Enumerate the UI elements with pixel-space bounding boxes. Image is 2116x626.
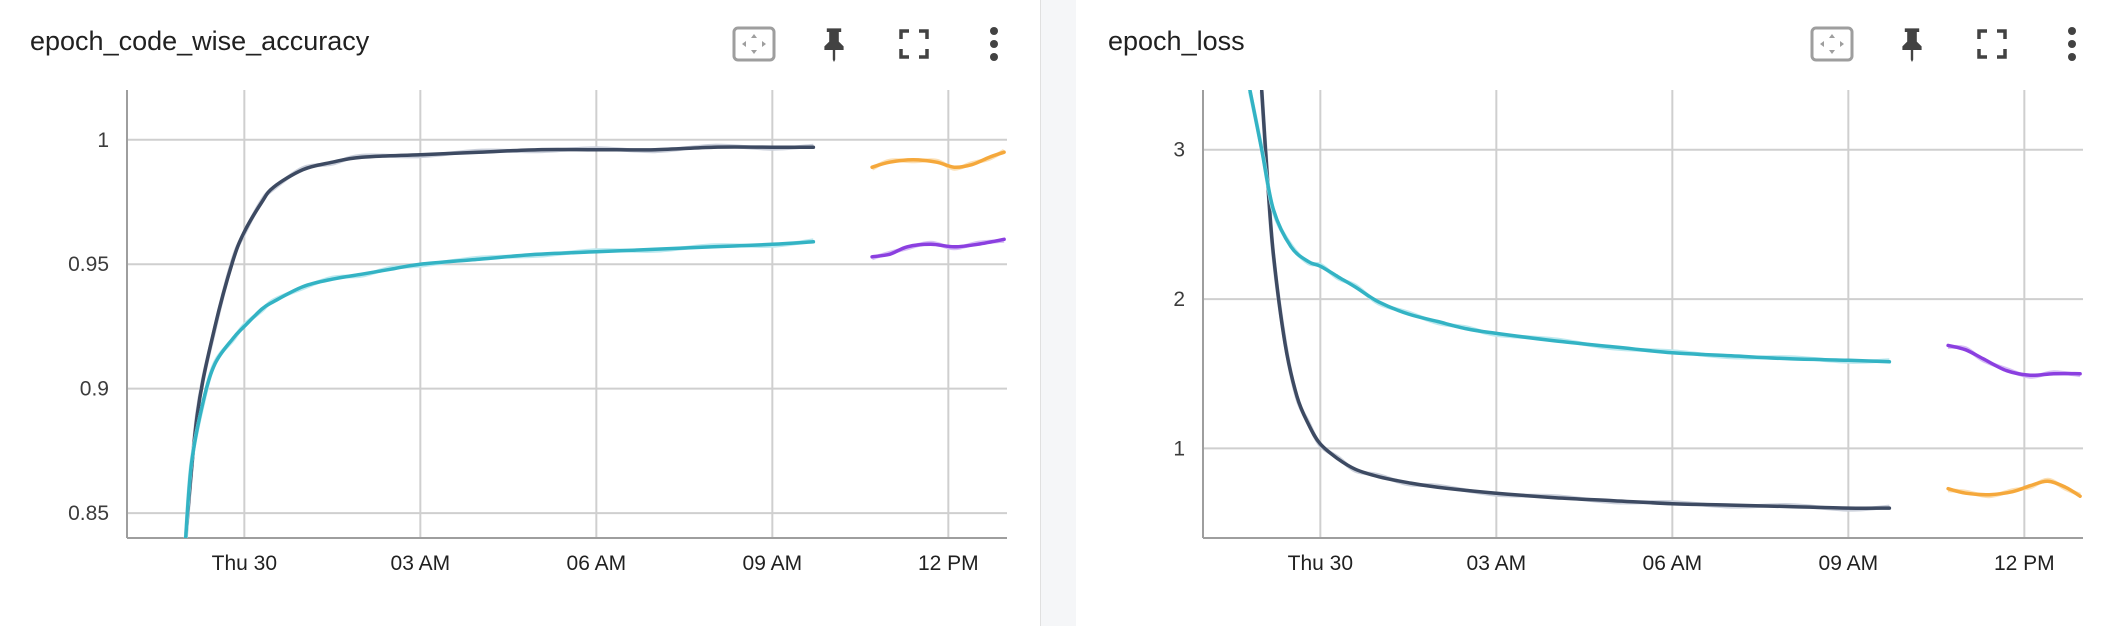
more-options-button[interactable]: [970, 20, 1018, 68]
more-options-button[interactable]: [2048, 20, 2096, 68]
x-tick-label: 06 AM: [567, 552, 627, 575]
series-raw-line: [183, 143, 814, 538]
x-tick-label: Thu 30: [212, 552, 277, 575]
pin-button[interactable]: [810, 20, 858, 68]
series-line-2: [870, 150, 1006, 170]
chart-title: epoch_loss: [1108, 26, 1245, 56]
chart-toolbar: [700, 20, 1018, 68]
chart-card-accuracy: epoch_code_wise_accuracy 0.85 0.9 0.95 1 Thu…: [0, 0, 1040, 626]
chart-card-loss: epoch_loss 1 2 3 Thu 30 03 AM 06 AM 09 AM 12 PM: [1076, 0, 2116, 626]
fit-domain-icon: [732, 26, 776, 62]
x-tick-label: 03 AM: [391, 552, 451, 575]
series-raw-line: [1259, 91, 1890, 512]
x-tick-label: 12 PM: [1994, 552, 2055, 575]
series-line-3: [870, 237, 1006, 259]
y-tick-label: 1: [97, 129, 109, 152]
y-tick-label: 0.85: [68, 502, 109, 525]
y-tick-label: 0.95: [68, 253, 109, 276]
chart-toolbar: [1778, 20, 2096, 68]
fit-domain-button[interactable]: [1808, 20, 1856, 68]
y-tick-label: 2: [1173, 288, 1185, 311]
accuracy-chart: 0.85 0.9 0.95 1 Thu 30 03 AM 06 AM 09 AM 12 PM: [68, 90, 1007, 575]
series-raw-line: [183, 238, 814, 538]
y-tick-label: 0.9: [80, 378, 109, 401]
x-tick-label: 09 AM: [1819, 552, 1879, 575]
series-raw-line: [1247, 91, 1890, 364]
y-tick-label: 3: [1173, 139, 1185, 162]
fullscreen-button[interactable]: [1968, 20, 2016, 68]
y-tick-label: 1: [1173, 437, 1185, 460]
fit-domain-icon: [1810, 26, 1854, 62]
series-line-0: [1259, 90, 1892, 510]
pin-button[interactable]: [1888, 20, 1936, 68]
x-tick-label: 03 AM: [1467, 552, 1527, 575]
series-line-1: [183, 240, 816, 538]
panel-divider: [1040, 0, 1077, 626]
pin-icon: [1902, 28, 1922, 62]
more-vert-icon: [2068, 27, 2076, 61]
x-tick-label: Thu 30: [1288, 552, 1353, 575]
series-line-2: [1946, 479, 2082, 498]
fullscreen-icon: [899, 29, 929, 59]
series-line-0: [183, 145, 816, 538]
x-tick-label: 12 PM: [918, 552, 979, 575]
fullscreen-icon: [1977, 29, 2007, 59]
x-tick-label: 09 AM: [743, 552, 803, 575]
fit-domain-button[interactable]: [730, 20, 778, 68]
fullscreen-button[interactable]: [890, 20, 938, 68]
more-vert-icon: [990, 27, 998, 61]
pin-icon: [824, 28, 844, 62]
loss-chart: 1 2 3 Thu 30 03 AM 06 AM 09 AM 12 PM: [1173, 90, 2083, 575]
series-line-1: [1248, 90, 1892, 364]
x-tick-label: 06 AM: [1643, 552, 1703, 575]
chart-title: epoch_code_wise_accuracy: [30, 26, 370, 56]
series-line-3: [1946, 343, 2082, 378]
